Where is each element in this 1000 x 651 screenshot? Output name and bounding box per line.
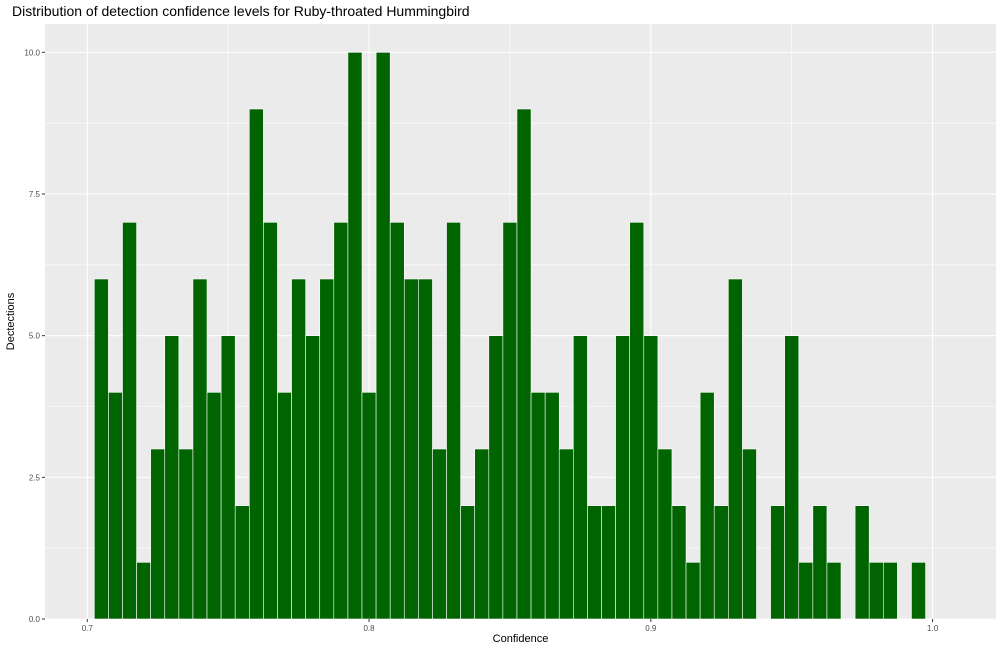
histogram-bar	[164, 335, 180, 620]
histogram-bar	[629, 222, 645, 620]
histogram-bar	[882, 562, 898, 620]
histogram-bar	[516, 108, 532, 620]
histogram-bar	[446, 222, 461, 620]
histogram-bar	[544, 392, 560, 620]
x-tick-label: 0.8	[363, 624, 375, 633]
histogram-bar	[728, 278, 743, 620]
histogram-bar	[122, 222, 137, 620]
histogram-bar	[530, 392, 546, 620]
histogram-bar	[474, 448, 490, 620]
histogram-bar	[615, 335, 630, 620]
histogram-bar	[94, 278, 109, 620]
histogram-bar	[713, 505, 729, 620]
histogram-bar	[150, 448, 166, 620]
histogram-bar	[178, 448, 194, 620]
histogram-bar	[389, 222, 405, 620]
histogram-bar	[770, 505, 785, 620]
histogram-bar	[263, 222, 278, 620]
x-tick-label: 0.7	[82, 624, 94, 633]
histogram-bar	[812, 505, 828, 620]
histogram-bar	[911, 562, 926, 620]
histogram-bar	[502, 222, 518, 620]
histogram-bar	[319, 278, 335, 620]
histogram-bar	[868, 562, 884, 620]
histogram-bar	[403, 278, 419, 620]
histogram-bar	[460, 505, 476, 620]
histogram-bar	[685, 562, 701, 620]
histogram-bar	[248, 108, 264, 620]
x-axis-title: Confidence	[493, 633, 549, 645]
y-tick-label: 2.5	[29, 473, 41, 482]
histogram-bar	[798, 562, 814, 620]
histogram-bar	[418, 278, 433, 620]
histogram-bar	[671, 505, 687, 620]
histogram-bar	[333, 222, 349, 620]
histogram-bar	[361, 392, 377, 620]
y-axis-title: Dectections	[5, 292, 17, 350]
histogram-bar	[587, 505, 602, 620]
histogram-bar	[558, 448, 574, 620]
histogram-bar	[291, 278, 306, 620]
histogram-bar	[192, 278, 208, 620]
y-tick-label: 5.0	[29, 332, 41, 341]
histogram-bar	[305, 335, 321, 620]
histogram-bar	[601, 505, 616, 620]
y-tick-label: 7.5	[29, 190, 41, 199]
x-tick-label: 0.9	[645, 624, 657, 633]
histogram-bar	[432, 448, 447, 620]
x-tick-label: 1.0	[927, 624, 939, 633]
y-axis: 0.0 2.5 5.0 7.5 10.0	[24, 48, 45, 624]
histogram-bar	[784, 335, 800, 620]
histogram-bar	[643, 335, 659, 620]
chart-title: Distribution of detection confidence lev…	[12, 3, 470, 19]
histogram-bar	[573, 335, 588, 620]
histogram-bar	[220, 335, 236, 620]
y-tick-label: 0.0	[29, 615, 41, 624]
histogram-bar	[375, 52, 391, 620]
histogram-bar	[826, 562, 842, 620]
histogram-bar	[108, 392, 123, 620]
histogram-bar	[699, 392, 715, 620]
histogram-bar	[742, 448, 757, 620]
histogram-bar	[234, 505, 250, 620]
histogram-bar	[136, 562, 151, 620]
histogram-bar	[206, 392, 222, 620]
histogram-bar	[277, 392, 292, 620]
histogram-bar	[657, 448, 673, 620]
histogram-bar	[347, 52, 363, 620]
histogram-bar	[488, 335, 504, 620]
histogram-bars	[94, 52, 926, 620]
x-axis: 0.7 0.8 0.9 1.0	[82, 619, 939, 633]
y-tick-label: 10.0	[24, 48, 40, 57]
histogram-bar	[854, 505, 870, 620]
